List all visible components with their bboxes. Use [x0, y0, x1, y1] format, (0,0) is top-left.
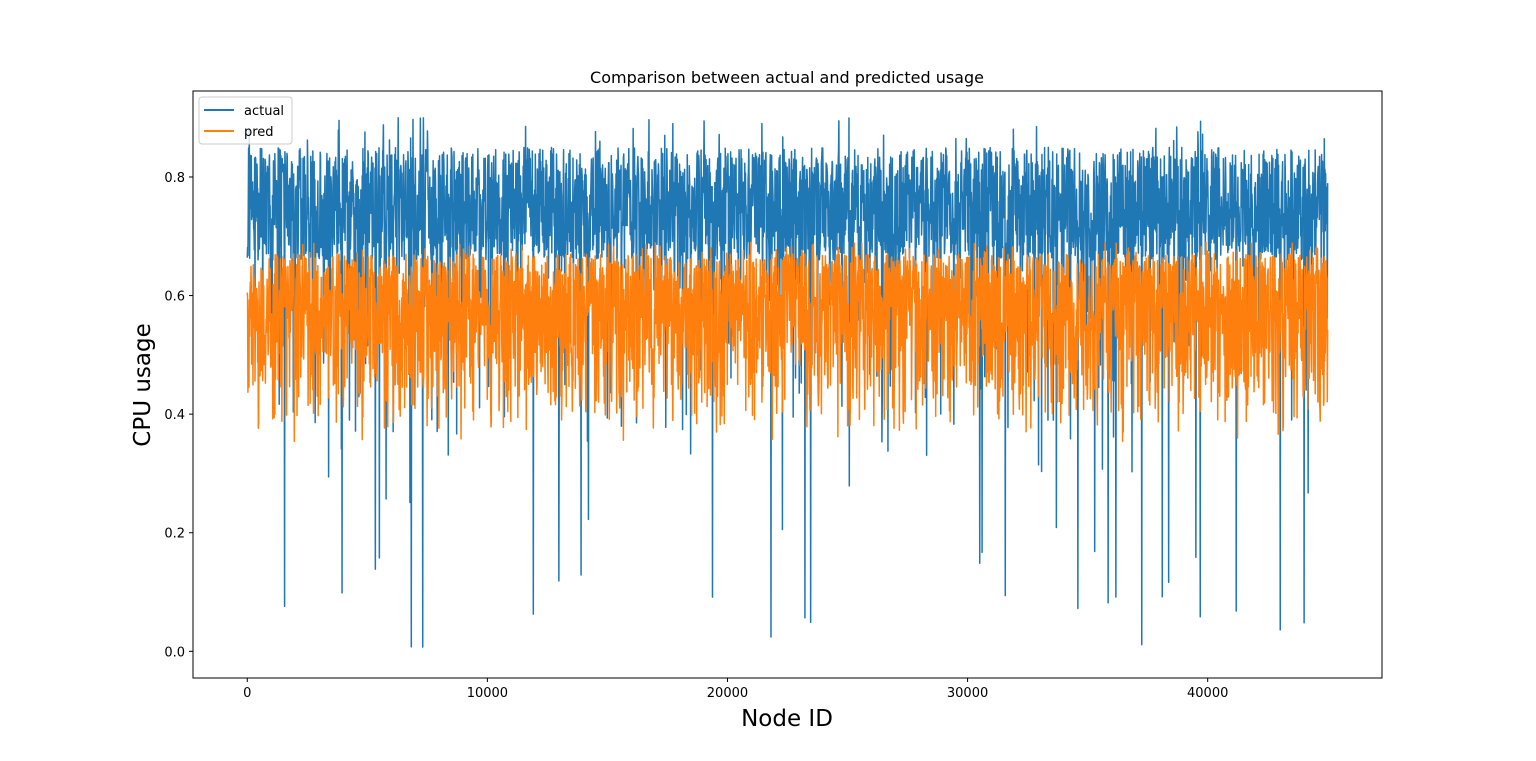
y-tick-label: 0.4	[164, 408, 185, 423]
x-axis-label: Node ID	[741, 706, 833, 732]
y-axis-label: CPU usage	[130, 323, 156, 446]
chart-title: Comparison between actual and predicted …	[590, 68, 984, 87]
y-axis: 0.0 0.2 0.4 0.6 0.8	[164, 171, 193, 660]
series-segment-pred	[1187, 241, 1324, 439]
series-segment-pred	[1322, 256, 1329, 407]
legend-label-actual: actual	[244, 104, 284, 119]
legend-label-pred: pred	[244, 125, 274, 140]
series-segment-actual	[380, 116, 517, 648]
series-segment-actual	[515, 119, 652, 615]
x-tick-label: 0	[243, 686, 251, 701]
series-segment-pred	[515, 243, 652, 442]
x-axis: 0 10000 20000 30000 40000	[243, 678, 1228, 701]
y-tick-label: 0.8	[164, 171, 185, 186]
series-segment-actual	[1187, 120, 1324, 631]
legend: actual pred	[198, 96, 293, 145]
x-tick-label: 40000	[1187, 686, 1228, 701]
series-segment-pred	[380, 243, 517, 440]
series-segment-actual	[784, 117, 921, 624]
series-segment-pred	[784, 242, 921, 438]
series-segment-actual	[1053, 126, 1190, 646]
legend-box	[198, 96, 293, 145]
x-tick-label: 10000	[467, 686, 508, 701]
x-tick-label: 30000	[947, 686, 988, 701]
series-segment-pred	[246, 242, 383, 443]
series-segment-actual	[918, 125, 1055, 597]
series-segment-pred	[1053, 241, 1190, 443]
y-tick-label: 0.0	[164, 645, 185, 660]
series-line-pred	[246, 241, 1329, 443]
series-segment-pred	[649, 241, 786, 440]
series-segment-pred	[918, 242, 1055, 433]
plot-frame	[192, 90, 1383, 679]
plot-area	[246, 116, 1329, 648]
y-tick-label: 0.2	[164, 527, 185, 542]
x-tick-label: 20000	[707, 686, 748, 701]
y-tick-label: 0.6	[164, 290, 185, 305]
